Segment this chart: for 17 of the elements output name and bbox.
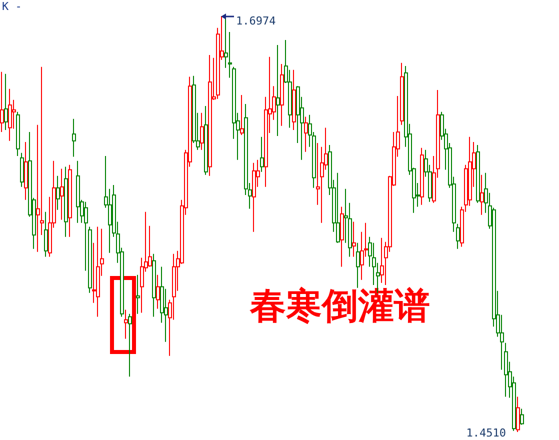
candlestick (96, 226, 100, 318)
candlestick (504, 342, 508, 398)
candlestick (276, 44, 280, 137)
candlestick (64, 166, 68, 238)
candlestick (420, 147, 424, 206)
candlestick (84, 201, 88, 272)
annotation: 1.6974 (236, 14, 276, 28)
candlestick (252, 162, 256, 232)
candlestick (128, 313, 132, 378)
candlestick (208, 54, 212, 176)
candlestick (0, 71, 4, 132)
annotation: 春寒倒灌谱 (249, 285, 430, 327)
annotation: 1.4510 (466, 426, 506, 440)
candlestick (76, 160, 80, 224)
text: K - (2, 0, 22, 13)
candlestick (72, 118, 76, 158)
candlestick (68, 164, 72, 238)
